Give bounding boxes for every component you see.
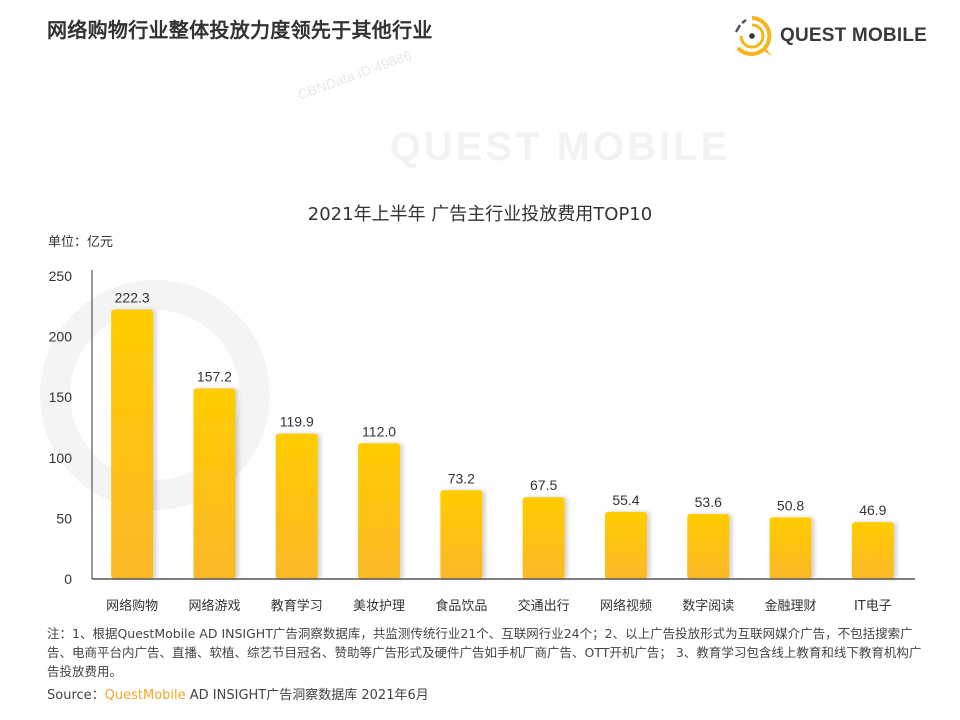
bar-value-label: 119.9 (280, 414, 314, 430)
bar-7 (604, 511, 647, 579)
source-prefix: Source： (47, 688, 105, 703)
bar-3 (275, 433, 318, 579)
x-tick-label: 交通出行 (518, 598, 570, 614)
y-tick-label: 0 (64, 571, 72, 587)
x-tick-label: 金融理财 (765, 598, 817, 614)
bar-2 (193, 388, 236, 579)
x-tick-label: 教育学习 (271, 598, 323, 614)
bar-5 (440, 490, 483, 579)
bar-8 (687, 514, 730, 579)
bar-value-label: 53.6 (695, 494, 722, 510)
watermark-logo-circle (40, 280, 270, 510)
footnote: 注：1、根据QuestMobile AD INSIGHT广告洞察数据库，共监测传… (47, 626, 922, 679)
x-tick-label: 网络购物 (106, 598, 158, 614)
bar-value-label: 46.9 (859, 502, 886, 518)
bar-value-label: 55.4 (612, 492, 639, 508)
bar-value-label: 157.2 (197, 368, 232, 384)
bar-value-label: 112.0 (362, 423, 396, 439)
unit-label: 单位：亿元 (48, 235, 114, 250)
x-tick-label: IT电子 (854, 599, 892, 614)
bar-value-label: 222.3 (115, 290, 150, 306)
bar-value-label: 50.8 (777, 497, 804, 513)
logo-text: QUEST MOBILE (780, 25, 928, 46)
source-rest: AD INSIGHT广告洞察数据库 2021年6月 (185, 688, 429, 703)
source-line: Source：QuestMobile AD INSIGHT广告洞察数据库 202… (47, 686, 429, 705)
x-tick-label: 网络游戏 (188, 598, 240, 614)
quest-mobile-logo-icon (734, 16, 772, 56)
chart-title: 2021年上半年 广告主行业投放费用TOP10 (307, 204, 653, 225)
bar-4 (358, 443, 401, 579)
brand-logo: QUEST MOBILE (728, 14, 927, 58)
y-tick-label: 250 (49, 268, 73, 284)
bar-9 (769, 517, 812, 579)
page-title: 网络购物行业整体投放力度领先于其他行业 (47, 18, 433, 42)
y-tick-label: 100 (49, 450, 73, 466)
x-tick-label: 食品饮品 (435, 598, 487, 614)
source-brand: QuestMobile (104, 688, 186, 703)
x-tick-label: 美妆护理 (353, 599, 405, 614)
y-tick-label: 200 (49, 329, 73, 345)
x-tick-label: 数字阅读 (682, 599, 734, 614)
watermark-brand: QUEST MOBILE (390, 125, 730, 169)
bar-value-label: 73.2 (448, 470, 475, 486)
y-tick-label: 150 (49, 389, 73, 405)
bar-6 (522, 497, 565, 579)
x-tick-label: 网络视频 (600, 598, 652, 614)
y-tick-label: 50 (56, 510, 72, 526)
bar-value-label: 67.5 (530, 477, 557, 493)
bar-1 (111, 309, 154, 579)
bar-10 (851, 522, 894, 579)
